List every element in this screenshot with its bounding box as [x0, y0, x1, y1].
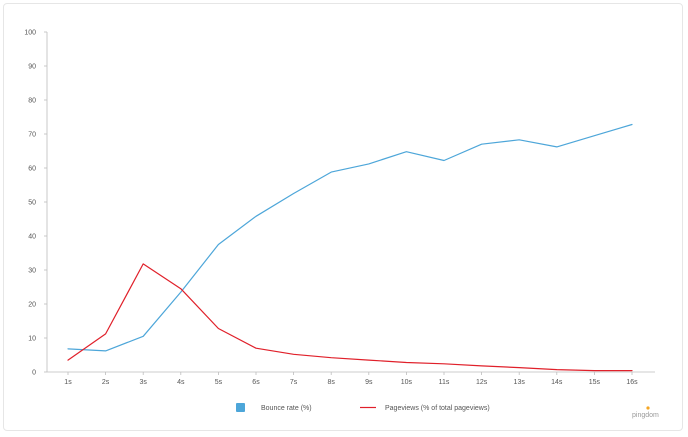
y-tick-label: 10: [28, 336, 36, 343]
pingdom-logo: pingdom: [632, 406, 659, 419]
y-tick-label: 40: [28, 234, 36, 241]
x-tick-label: 4s: [177, 379, 185, 386]
x-tick-label: 5s: [215, 379, 223, 386]
x-axis: 1s 2s 3s 4s 5s 6s 7s 8s 9s 10s 11s 12s 13s 14s 15s 16s: [47, 371, 655, 386]
x-tick-label: 2s: [102, 379, 110, 386]
x-tick-label: 1s: [64, 379, 72, 386]
y-tick-label: 100: [24, 30, 36, 37]
pingdom-logo-text: pingdom: [632, 412, 659, 419]
y-tick-label: 60: [28, 166, 36, 173]
x-tick-label: 12s: [476, 379, 488, 386]
y-tick-label: 20: [28, 302, 36, 309]
x-tick-label: 8s: [327, 379, 335, 386]
series-lines: [67, 123, 633, 372]
legend-marker-bounce-rate: [236, 403, 245, 412]
legend: Bounce rate (%) Pageviews (% of total pa…: [236, 403, 490, 412]
x-tick-label: 10s: [401, 379, 413, 386]
y-tick-label: 50: [28, 200, 36, 207]
x-tick-label: 7s: [290, 379, 298, 386]
y-tick-label: 90: [28, 64, 36, 71]
y-tick-label: 0: [32, 370, 36, 377]
x-tick-label: 11s: [439, 379, 450, 386]
y-tick-label: 80: [28, 98, 36, 105]
pingdom-logo-dot-icon: [646, 406, 650, 410]
chart-card: [3, 3, 683, 431]
x-tick-label: 16s: [626, 379, 638, 386]
y-tick-label: 30: [28, 268, 36, 275]
x-tick-label: 6s: [252, 379, 260, 386]
legend-label-bounce-rate: Bounce rate (%): [261, 405, 312, 412]
x-tick-label: 14s: [551, 379, 563, 386]
x-tick-label: 15s: [589, 379, 601, 386]
legend-label-pageviews: Pageviews (% of total pageviews): [385, 405, 490, 412]
series-line-bounce-rate: [67, 123, 633, 352]
y-tick-label: 70: [28, 132, 36, 139]
y-axis: 0 10 20 30 40 50 60 70 80 90 100: [24, 30, 48, 377]
x-tick-label: 3s: [139, 379, 147, 386]
series-line-pageviews: [67, 263, 633, 372]
x-tick-label: 9s: [365, 379, 373, 386]
x-tick-label: 13s: [514, 379, 526, 386]
